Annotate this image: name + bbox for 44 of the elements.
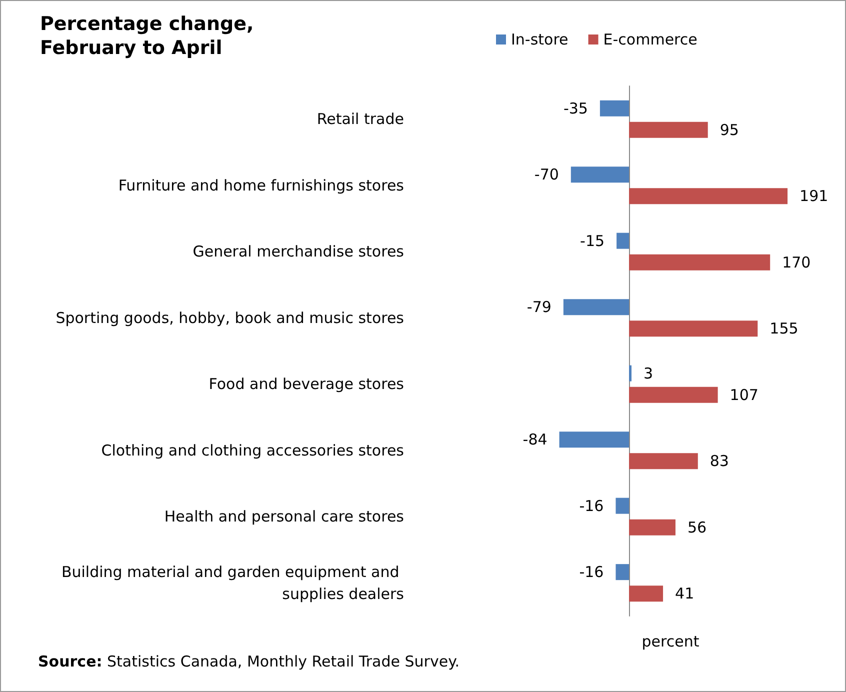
data-label: 3 [643, 364, 654, 382]
y-tick-label: Retail trade [316, 110, 404, 128]
bar [616, 564, 629, 580]
y-tick-label: Health and personal care stores [164, 508, 404, 526]
bar [629, 122, 708, 138]
data-label: 155 [770, 320, 798, 338]
data-label: -16 [579, 496, 604, 515]
bar [629, 320, 758, 337]
data-label: 56 [687, 518, 707, 536]
data-label: -35 [563, 99, 588, 118]
bar [629, 254, 770, 270]
text: Percentage change, February to April [40, 13, 254, 59]
bar [563, 299, 629, 316]
bar [629, 453, 698, 470]
data-label: 191 [800, 187, 828, 206]
data-label: -15 [580, 232, 605, 250]
data-label: -79 [526, 298, 552, 316]
y-tick-label: Food and beverage stores [208, 375, 404, 394]
bar [600, 100, 629, 116]
bar [616, 498, 629, 514]
bar [629, 586, 664, 602]
y-tick-label: Clothing and clothing accessories stores [101, 441, 404, 460]
data-label: 83 [710, 452, 729, 470]
data-label: 170 [782, 253, 811, 272]
bar [570, 166, 629, 183]
data-label: -16 [579, 563, 604, 582]
bar [629, 188, 788, 204]
source-note: Source: Statistics Canada, Monthly Retail Trade Survey. [38, 652, 460, 670]
bar [629, 386, 718, 403]
y-tick-label: Sporting goods, hobby, book and music stores [56, 308, 404, 327]
data-label: 95 [720, 120, 739, 139]
bar [629, 519, 676, 536]
y-tick-label: Building material and garden equipment and supplies dealers [61, 562, 404, 603]
data-label: 41 [675, 584, 694, 603]
data-label: 107 [730, 386, 758, 404]
y-tick-label: General merchandise stores [192, 242, 404, 261]
data-label: -84 [522, 430, 548, 449]
bar [616, 232, 629, 249]
x-axis-title: percent [642, 632, 700, 650]
legend-label: E-commerce [603, 30, 698, 48]
bar [559, 432, 629, 448]
legend-label: In-store [511, 30, 568, 48]
y-tick-label: Furniture and home furnishings stores [118, 176, 404, 194]
data-label: -70 [534, 166, 559, 184]
